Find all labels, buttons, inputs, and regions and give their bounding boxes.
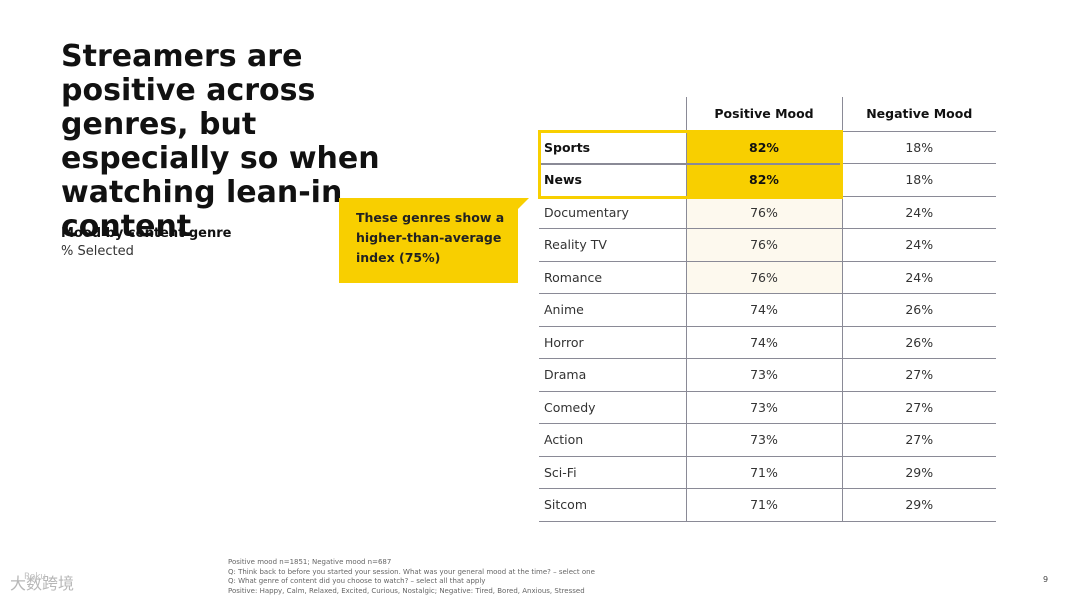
table-row: Drama 73% 27% <box>539 358 996 392</box>
negative-cell: 27% <box>841 358 996 392</box>
negative-cell: 29% <box>841 456 996 489</box>
genre-cell: News <box>539 163 686 197</box>
genre-cell: Drama <box>539 358 686 392</box>
positive-cell: 74% <box>685 326 842 359</box>
table-row: Sci-Fi 71% 29% <box>539 456 996 489</box>
footnote-line: Positive mood n=1851; Negative mood n=68… <box>228 558 392 566</box>
genre-cell: Documentary <box>539 196 686 229</box>
positive-cell: 73% <box>685 391 842 424</box>
negative-cell: 24% <box>841 261 996 294</box>
watermark-small: Roku <box>24 572 46 582</box>
positive-cell: 71% <box>685 488 842 522</box>
table-row: Anime 74% 26% <box>539 293 996 327</box>
table-row: Horror 74% 26% <box>539 326 996 359</box>
genre-cell: Action <box>539 423 686 457</box>
genre-cell: Reality TV <box>539 228 686 262</box>
callout-box: These genres show a higher-than-average … <box>339 198 518 283</box>
footnote-line: Positive: Happy, Calm, Relaxed, Excited,… <box>228 586 585 595</box>
slide-title: Streamers are positive across genres, bu… <box>61 39 380 244</box>
genre-cell: Sitcom <box>539 488 686 522</box>
positive-cell: 82% <box>685 131 842 164</box>
positive-cell: 74% <box>685 293 842 327</box>
positive-cell: 76% <box>685 196 842 229</box>
genre-cell: Comedy <box>539 391 686 424</box>
negative-cell: 27% <box>841 423 996 457</box>
header-negative: Negative Mood <box>841 97 996 132</box>
header-genre <box>539 97 686 131</box>
negative-cell: 24% <box>841 228 996 262</box>
genre-cell: Romance <box>539 261 686 294</box>
table-row: Reality TV 76% 24% <box>539 228 996 262</box>
positive-cell: 82% <box>685 163 842 197</box>
negative-cell: 24% <box>841 196 996 229</box>
watermark: 大数跨境 <box>10 574 75 593</box>
negative-cell: 18% <box>841 131 996 164</box>
genre-cell: Sci-Fi <box>539 456 686 489</box>
page-number: 9 <box>1043 575 1049 584</box>
positive-cell: 73% <box>685 358 842 392</box>
footnote: Positive mood n=1851; Negative mood n=68… <box>228 558 788 596</box>
subtitle-bold: Mood by content genre <box>61 226 232 241</box>
mood-table: Positive Mood Negative Mood Sports 82% 1… <box>539 97 996 522</box>
genre-cell: Sports <box>539 131 686 164</box>
negative-cell: 26% <box>841 326 996 359</box>
genre-cell: Horror <box>539 326 686 359</box>
table-row: Romance 76% 24% <box>539 261 996 294</box>
table-row: Comedy 73% 27% <box>539 391 996 424</box>
positive-cell: 76% <box>685 261 842 294</box>
table-header-row: Positive Mood Negative Mood <box>539 97 996 132</box>
positive-cell: 73% <box>685 423 842 457</box>
table-row: News 82% 18% <box>539 163 996 197</box>
header-positive: Positive Mood <box>685 97 842 132</box>
negative-cell: 27% <box>841 391 996 424</box>
negative-cell: 26% <box>841 293 996 327</box>
positive-cell: 71% <box>685 456 842 489</box>
subtitle-regular: % Selected <box>61 244 134 259</box>
callout-pointer <box>517 198 529 210</box>
chart-subtitle: Mood by content genre % Selected <box>61 225 231 261</box>
table-row: Sitcom 71% 29% <box>539 488 996 522</box>
footnote-line: Q: Think back to before you started your… <box>228 567 595 576</box>
table-row: Sports 82% 18% <box>539 131 996 164</box>
positive-cell: 76% <box>685 228 842 262</box>
footnote-line: Q: What genre of content did you choose … <box>228 577 486 586</box>
table-row: Documentary 76% 24% <box>539 196 996 229</box>
negative-cell: 29% <box>841 488 996 522</box>
negative-cell: 18% <box>841 163 996 197</box>
genre-cell: Anime <box>539 293 686 327</box>
table-row: Action 73% 27% <box>539 423 996 457</box>
